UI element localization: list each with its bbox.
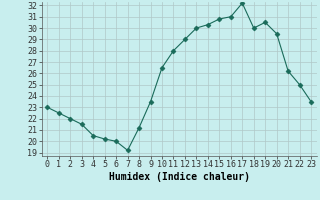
X-axis label: Humidex (Indice chaleur): Humidex (Indice chaleur) — [109, 172, 250, 182]
